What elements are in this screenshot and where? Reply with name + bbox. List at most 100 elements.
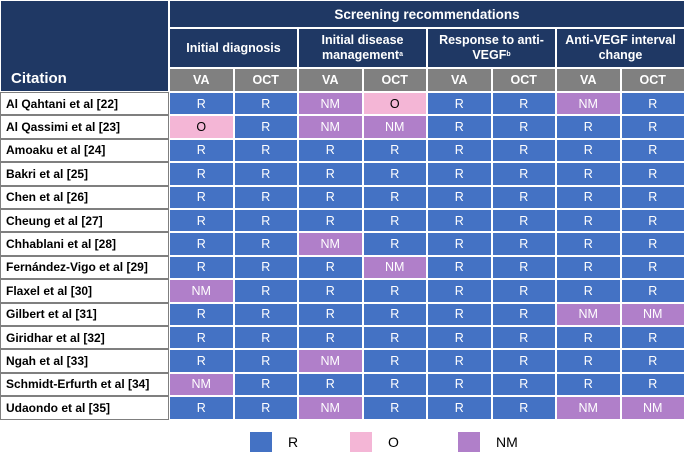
- table-cell: R: [233, 185, 298, 209]
- table-cell: R: [298, 372, 363, 397]
- table-cell: R: [620, 162, 685, 186]
- table-cell: R: [169, 396, 234, 420]
- table-cell: R: [620, 255, 685, 280]
- table-cell: R: [556, 162, 621, 186]
- legend-swatch: [458, 432, 480, 452]
- subcolumn-header: VA: [427, 68, 492, 92]
- table-cell: R: [620, 138, 685, 163]
- table-cell: NM: [362, 255, 427, 280]
- subcolumn-header: OCT: [491, 68, 556, 92]
- table-cell: R: [169, 302, 234, 326]
- table-cell: NM: [620, 396, 685, 420]
- table-cell: R: [427, 185, 492, 209]
- subcolumn-header: OCT: [620, 68, 685, 92]
- table-cell: R: [491, 279, 556, 303]
- table-cell: R: [620, 209, 685, 233]
- table-cell: R: [620, 185, 685, 209]
- citation-cell: Udaondo et al [35]: [0, 396, 169, 420]
- citation-cell: Schmidt-Erfurth et al [34]: [0, 372, 169, 397]
- screening-table: Citation Screening recommendations Initial…: [0, 0, 685, 420]
- table-cell: R: [491, 209, 556, 233]
- table-cell: R: [233, 349, 298, 373]
- table-cell: R: [298, 162, 363, 186]
- table-cell: R: [427, 255, 492, 280]
- table-cell: R: [491, 396, 556, 420]
- table-cell: NM: [298, 232, 363, 256]
- group-header-label: Initial diagnosis: [186, 40, 281, 55]
- table-cell: R: [233, 372, 298, 397]
- citation-header: Citation: [0, 0, 169, 92]
- table-cell: R: [491, 255, 556, 280]
- table-cell: R: [233, 396, 298, 420]
- table-cell: R: [427, 115, 492, 139]
- table-cell: R: [233, 326, 298, 350]
- table-cell: NM: [620, 302, 685, 326]
- subcolumn-header: OCT: [233, 68, 298, 92]
- citation-cell: Bakri et al [25]: [0, 162, 169, 186]
- table-cell: R: [169, 138, 234, 163]
- table-cell: R: [427, 232, 492, 256]
- citation-cell: Fernández-Vigo et al [29]: [0, 255, 169, 280]
- table-cell: R: [427, 396, 492, 420]
- table-cell: R: [298, 138, 363, 163]
- table-cell: R: [233, 232, 298, 256]
- table-cell: R: [620, 92, 685, 116]
- legend-label: NM: [496, 434, 518, 450]
- table-cell: R: [556, 372, 621, 397]
- table-cell: R: [556, 349, 621, 373]
- table-cell: R: [620, 349, 685, 373]
- table-cell: R: [620, 115, 685, 139]
- table-cell: R: [620, 232, 685, 256]
- subcolumn-header: VA: [298, 68, 363, 92]
- citation-cell: Cheung et al [27]: [0, 209, 169, 233]
- table-cell: R: [169, 209, 234, 233]
- table-cell: R: [169, 326, 234, 350]
- citation-cell: Flaxel et al [30]: [0, 279, 169, 303]
- legend: R O NM: [0, 432, 685, 454]
- group-header-label: Anti-VEGF interval change: [565, 33, 676, 62]
- table-cell: R: [556, 138, 621, 163]
- legend-swatch: [350, 432, 372, 452]
- table-cell: R: [233, 138, 298, 163]
- table-cell: NM: [556, 396, 621, 420]
- legend-label: R: [288, 434, 299, 450]
- table-cell: R: [427, 138, 492, 163]
- group-header: Response to anti-VEGFb: [427, 28, 556, 68]
- table-cell: R: [233, 115, 298, 139]
- citation-cell: Ngah et al [33]: [0, 349, 169, 373]
- table-cell: R: [427, 302, 492, 326]
- table-cell: NM: [556, 302, 621, 326]
- citation-cell: Amoaku et al [24]: [0, 138, 169, 163]
- table-cell: R: [620, 279, 685, 303]
- table-cell: R: [556, 232, 621, 256]
- table-cell: R: [362, 326, 427, 350]
- table-cell: R: [233, 255, 298, 280]
- table-cell: NM: [362, 115, 427, 139]
- table-cell: R: [556, 185, 621, 209]
- table-cell: R: [620, 326, 685, 350]
- table-cell: R: [427, 372, 492, 397]
- table-cell: R: [362, 349, 427, 373]
- table-cell: R: [556, 115, 621, 139]
- table-cell: O: [362, 92, 427, 116]
- subcolumn-header: OCT: [362, 68, 427, 92]
- citation-cell: Chhablani et al [28]: [0, 232, 169, 256]
- citation-cell: Gilbert et al [31]: [0, 302, 169, 326]
- group-header-label: Response to anti-VEGFb: [439, 33, 544, 62]
- table-cell: R: [169, 185, 234, 209]
- table-cell: R: [169, 162, 234, 186]
- table-cell: R: [491, 302, 556, 326]
- footnote-marker: a: [399, 51, 403, 58]
- table-cell: R: [362, 162, 427, 186]
- table-cell: R: [491, 232, 556, 256]
- table-cell: R: [298, 279, 363, 303]
- table-cell: O: [169, 115, 234, 139]
- table-cell: R: [427, 162, 492, 186]
- table-cell: R: [491, 185, 556, 209]
- table-cell: R: [169, 349, 234, 373]
- group-header-label: Initial disease managementa: [321, 33, 404, 62]
- table-cell: NM: [298, 115, 363, 139]
- table-cell: NM: [298, 92, 363, 116]
- legend-label: O: [388, 434, 399, 450]
- table-cell: R: [233, 279, 298, 303]
